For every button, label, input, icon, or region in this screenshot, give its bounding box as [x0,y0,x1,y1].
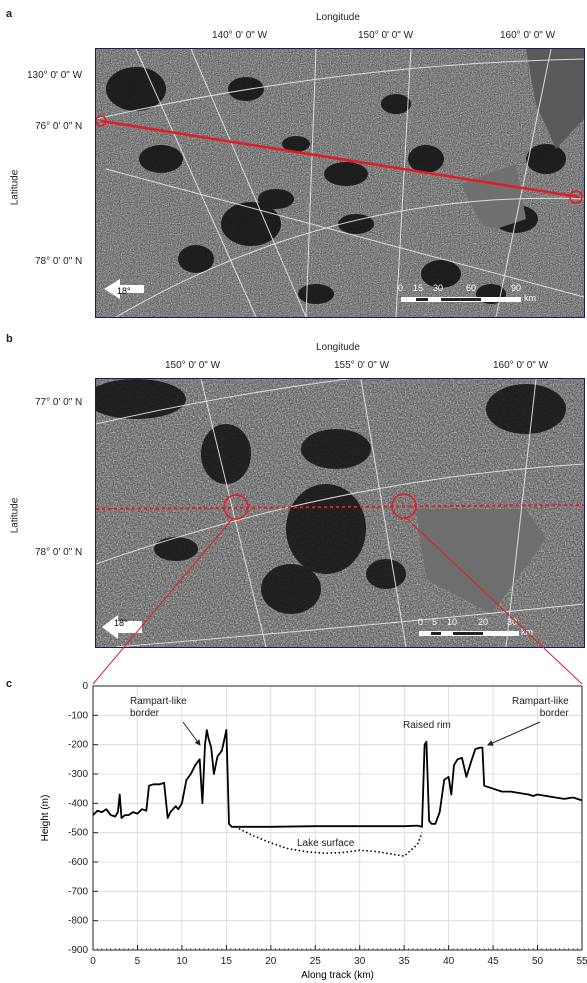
panel-a-masked-region-1 [526,49,584,149]
annotation-right-rampart: Rampart-like border [512,696,569,719]
panel-b-masked-region [416,509,546,614]
panel-a-scale-bar [401,297,521,302]
panel-a-lat-label-76n: 76° 0' 0" N [35,121,83,132]
panel-a-lat-label-78n: 78° 0' 0" N [35,256,83,267]
y-tick-label: 0 [82,681,88,692]
panel-a-scale-tick-15: 15 [413,283,424,293]
panel-b-scale-tick-30: 30 [507,617,518,627]
panel-b-lon-label-155: 155° 0' 0" W [334,360,390,371]
x-tick-label: 50 [532,956,544,967]
panel-a-incidence-label: 18° [117,286,131,296]
panel-a-lon-label-160: 160° 0' 0" W [500,30,556,41]
panel-b-lon-label-160: 160° 0' 0" W [493,360,549,371]
x-tick-label: 40 [443,956,455,967]
panel-b-graticule [96,379,584,647]
panel-a-map-image [96,49,584,317]
x-tick-label: 25 [310,956,322,967]
x-tick-label: 35 [399,956,411,967]
annotation-left-rampart: Rampart-like border [130,696,187,719]
panel-a-scale-tick-90: 90 [511,283,522,293]
panel-a-x-title: Longitude [316,12,360,23]
panel-c-letter: c [6,678,13,690]
panel-b-incidence-arrow [102,615,142,639]
y-tick-label: -400 [68,798,88,809]
height-profile-chart: 0 5 10 15 20 25 30 35 40 45 50 55 0 -100 -200 -300 -400 -… [40,681,587,981]
x-tick-label: 20 [265,956,277,967]
x-axis-title: Along track (km) [301,970,374,981]
panel-a-scale-tick-30: 30 [433,283,444,293]
panel-b-scale-tick-20: 20 [478,617,489,627]
x-tick-label: 15 [221,956,233,967]
panel-a-lon-label-140: 140° 0' 0" W [212,30,268,41]
x-tick-label: 5 [135,956,141,967]
panel-b-lon-label-150: 150° 0' 0" W [165,360,221,371]
y-tick-label: -200 [68,740,88,751]
y-tick-label: -100 [68,710,88,721]
annotation-lake-surface: Lake surface [297,838,355,849]
panel-b-x-title: Longitude [316,342,360,353]
y-tick-label: -500 [68,828,88,839]
y-tick-label: -900 [68,945,88,956]
annotation-raised-rim: Raised rim [403,720,451,731]
panel-b-scale-bar [419,631,519,636]
panel-a-scale-tick-60: 60 [466,283,477,293]
x-tick-label: 55 [576,956,587,967]
y-tick-label: -800 [68,916,88,927]
chart-series [92,729,583,857]
y-tick-label: -300 [68,769,88,780]
x-tick-label: 30 [354,956,366,967]
panel-a-letter: a [6,8,13,20]
panel-b-letter: b [6,333,13,345]
connector-line-right [404,516,583,685]
chart-axes: 0 5 10 15 20 25 30 35 40 45 50 55 0 -100 -200 -300 -400 -… [68,681,587,967]
y-axis-title: Height (m) [40,795,51,842]
panel-b-lake-edge-marker-right [391,493,417,519]
panel-a-scale-tick-0: 0 [398,283,404,293]
x-tick-label: 10 [176,956,188,967]
panel-a-graticule [96,49,584,317]
surface-height-line [92,729,583,828]
panel-b-scale-tick-10: 10 [447,617,458,627]
y-tick-label: -600 [68,857,88,868]
panel-b-radar-map [95,378,585,648]
y-tick-label: -700 [68,886,88,897]
panel-a-transect-end-marker [569,190,583,204]
panel-a-incidence-arrow [104,279,144,299]
panel-b-incidence-label: 18° [114,618,128,628]
panel-b-lat-label-77n: 77° 0' 0" N [35,397,83,408]
panel-a-transect-line [100,119,580,199]
panel-b-scale-tick-0: 0 [418,617,424,627]
panel-b-lake-edge-marker-left [223,494,249,520]
x-tick-label: 0 [90,956,96,967]
panel-a-lon-label-150: 150° 0' 0" W [358,30,414,41]
panel-a-transect-start-marker [96,115,107,127]
plot-frame [92,685,583,951]
chart-grid [92,685,583,951]
panel-a-lat-label-130w: 130° 0' 0" W [27,70,83,81]
x-tick-label: 45 [488,956,500,967]
connector-line-left [92,517,234,685]
panel-a-scale-unit: km [524,293,536,303]
panel-a-radar-map [95,48,585,318]
panel-b-lakes [96,379,566,614]
panel-b-scale-tick-5: 5 [432,617,438,627]
panel-b-map-image [96,379,584,647]
panel-b-lat-label-78n: 78° 0' 0" N [35,547,83,558]
